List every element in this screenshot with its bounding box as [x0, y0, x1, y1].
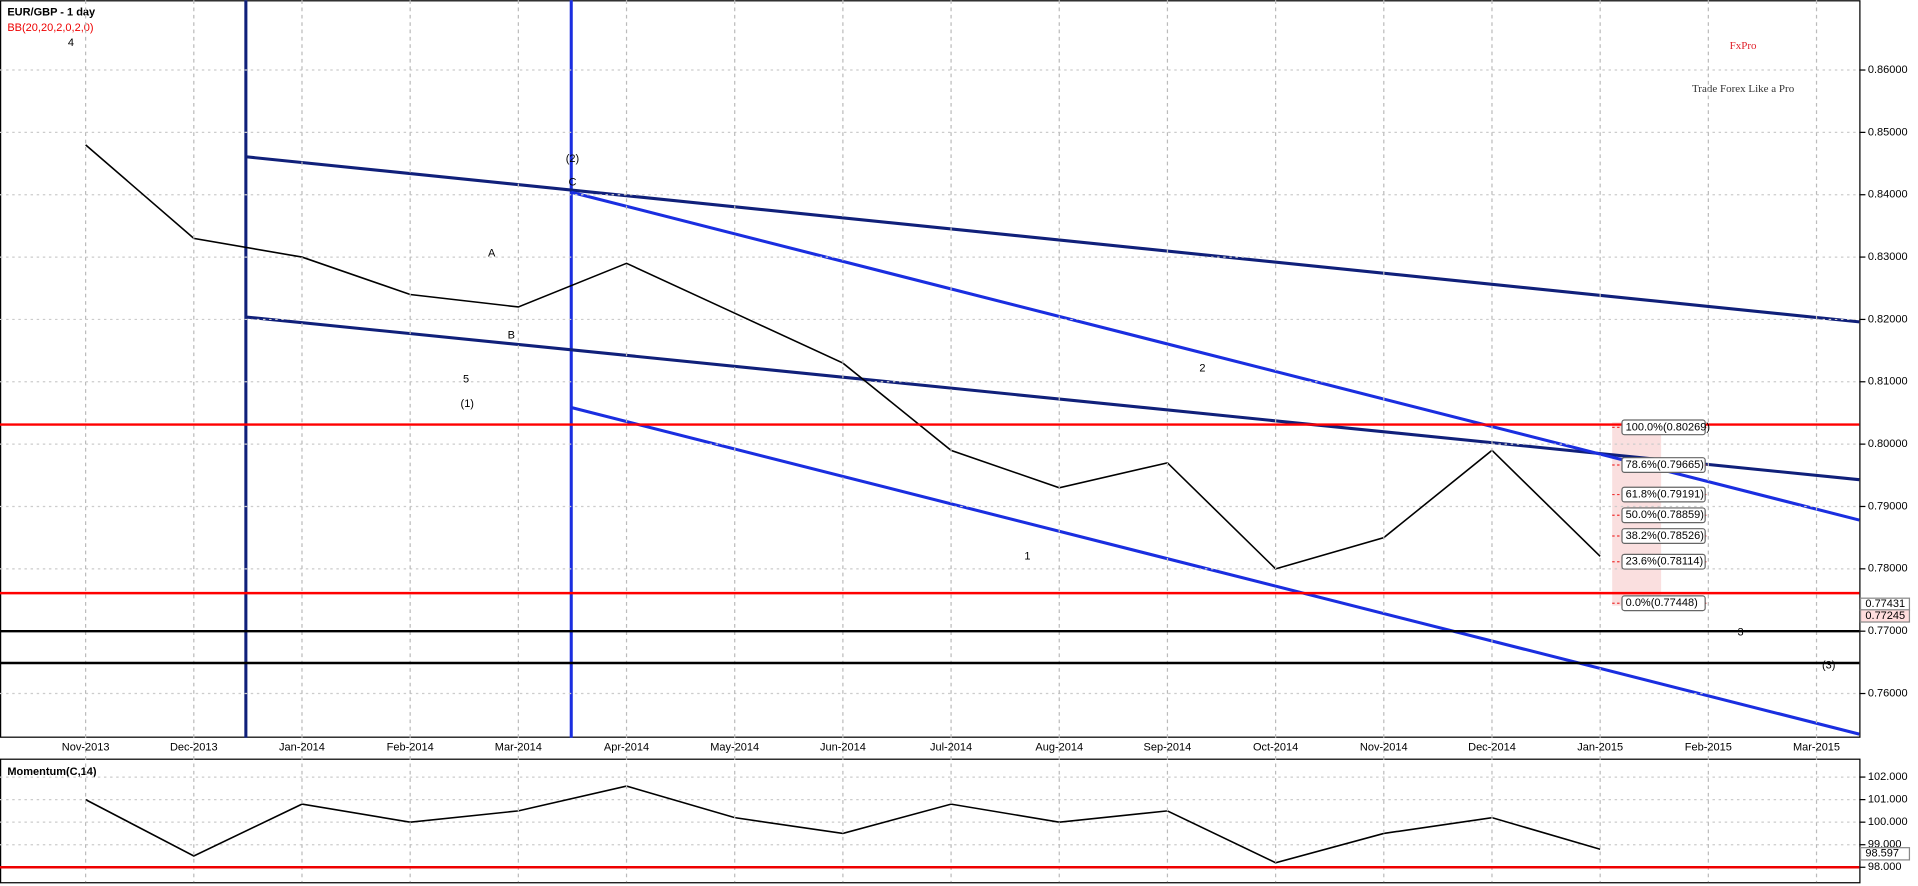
fib-label: 78.6%(0.79665) [1626, 459, 1704, 471]
fib-label: 23.6%(0.78114) [1626, 556, 1703, 568]
wave-label: C [568, 176, 576, 188]
y-tick-label: 100.000 [1868, 816, 1908, 828]
y-tick-label: 0.81000 [1868, 376, 1908, 388]
y-tick-label: 102.000 [1868, 771, 1908, 783]
wave-label: (1) [461, 398, 474, 410]
y-tick-label: 0.85000 [1868, 126, 1908, 138]
x-tick-label: Nov-2013 [62, 741, 110, 753]
momentum-frame [0, 758, 1861, 884]
wave-label: A [488, 247, 496, 259]
y-tick-label: 0.80000 [1868, 438, 1908, 450]
wave-label: (3) [1822, 660, 1835, 672]
main-frame [0, 0, 1861, 738]
x-tick-label: Feb-2015 [1685, 741, 1732, 753]
momentum-last-box [1859, 847, 1911, 861]
fib-label-box [1621, 457, 1706, 473]
price-label-box [1859, 609, 1911, 623]
channel-line [570, 406, 1860, 736]
y-tick-label: 0.79000 [1868, 500, 1908, 512]
y-tick-label: 0.83000 [1868, 251, 1908, 263]
x-tick-label: Aug-2014 [1035, 741, 1083, 753]
x-tick-label: Jul-2014 [930, 741, 972, 753]
x-tick-label: Dec-2014 [1468, 741, 1516, 753]
wave-label: 4 [68, 37, 74, 49]
x-tick-label: Mar-2014 [495, 741, 542, 753]
fib-label-box [1621, 528, 1706, 544]
x-tick-label: Nov-2014 [1360, 741, 1408, 753]
fib-label: 38.2%(0.78526) [1626, 530, 1704, 542]
y-tick-label: 98.000 [1868, 861, 1902, 873]
x-tick-label: Jan-2014 [279, 741, 325, 753]
x-tick-label: Apr-2014 [604, 741, 649, 753]
momentum-last-label: 98.597 [1865, 848, 1899, 860]
y-tick-label: 0.86000 [1868, 64, 1908, 76]
fib-label-box [1621, 553, 1706, 570]
x-tick-label: Feb-2014 [387, 741, 434, 753]
wave-label: 3 [1738, 627, 1744, 639]
x-tick-label: Jun-2014 [820, 741, 866, 753]
price-label: 0.77245 [1865, 610, 1905, 622]
wave-label: B [508, 329, 515, 341]
chart-title: EUR/GBP - 1 day [7, 6, 96, 18]
wave-label: 5 [463, 373, 469, 385]
price-label: 0.77431 [1865, 598, 1905, 610]
y-tick-label: 0.76000 [1868, 687, 1908, 699]
brand: FxPro [1730, 40, 1757, 52]
y-tick-label: 101.000 [1868, 794, 1908, 806]
y-tick-label: 0.77000 [1868, 625, 1908, 637]
fib-label: 50.0%(0.78859) [1626, 509, 1704, 521]
x-tick-label: Dec-2013 [170, 741, 218, 753]
fib-label-box [1621, 507, 1706, 524]
x-tick-label: May-2014 [710, 741, 759, 753]
tagline: Trade Forex Like a Pro [1692, 83, 1795, 95]
wave-label: 1 [1024, 551, 1030, 563]
fib-label: 61.8%(0.79191) [1626, 488, 1704, 500]
fib-label-box [1621, 595, 1706, 612]
channel-line [245, 155, 1860, 324]
momentum-title: Momentum(C,14) [7, 766, 97, 778]
fib-label: 100.0%(0.80269) [1626, 421, 1710, 433]
fib-label-box [1621, 486, 1706, 503]
price-line [85, 785, 1601, 864]
y-tick-label: 0.84000 [1868, 189, 1908, 201]
x-tick-label: Oct-2014 [1253, 741, 1298, 753]
wave-label: 2 [1199, 362, 1205, 374]
x-tick-label: Jan-2015 [1577, 741, 1623, 753]
wave-label: (2) [566, 153, 579, 165]
x-tick-label: Sep-2014 [1144, 741, 1192, 753]
indicator-label: BB(20,20,2,0,2,0) [7, 22, 93, 34]
fib-label-box [1621, 419, 1706, 436]
fib-label: 0.0%(0.77448) [1626, 597, 1698, 609]
y-tick-label: 0.82000 [1868, 313, 1908, 325]
x-tick-label: Mar-2015 [1793, 741, 1840, 753]
y-tick-label: 0.78000 [1868, 563, 1908, 575]
